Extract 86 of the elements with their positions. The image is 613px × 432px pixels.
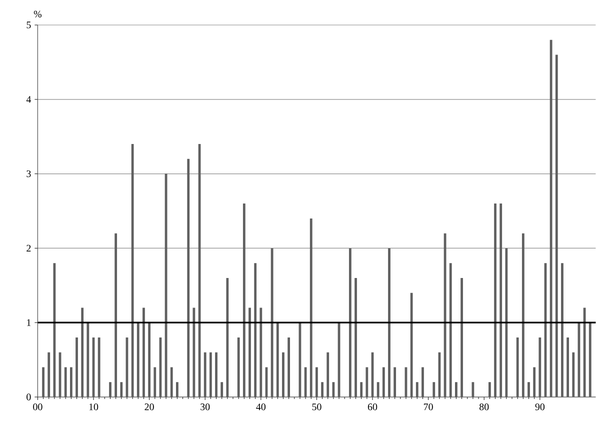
bar xyxy=(220,382,224,397)
y-tick-label: 0 xyxy=(26,394,31,400)
bar xyxy=(248,308,251,397)
bar xyxy=(209,352,212,397)
y-tick-label: 1 xyxy=(27,319,31,326)
bar xyxy=(142,308,145,397)
bar xyxy=(366,367,368,397)
bar xyxy=(460,278,463,397)
y-axis-title: % xyxy=(34,10,42,18)
bar xyxy=(432,382,436,397)
bar xyxy=(388,248,390,397)
bar xyxy=(154,367,156,397)
bar xyxy=(410,292,413,397)
bar xyxy=(215,352,218,397)
bar xyxy=(488,382,491,397)
bar xyxy=(422,367,424,397)
y-tick-label: 4 xyxy=(26,96,32,103)
bar xyxy=(42,367,44,397)
x-tick-label: 70 xyxy=(424,404,433,410)
x-tick-label: 50 xyxy=(312,404,322,410)
bar xyxy=(394,367,396,397)
bar xyxy=(242,204,246,397)
bar xyxy=(76,337,78,397)
bar xyxy=(192,308,196,397)
bar xyxy=(561,263,564,397)
bar xyxy=(187,158,190,397)
bar xyxy=(310,218,312,397)
bar xyxy=(550,40,552,397)
bar xyxy=(572,352,575,397)
bar xyxy=(455,382,458,397)
bar xyxy=(120,382,123,397)
bar xyxy=(326,352,330,397)
bar xyxy=(270,248,274,397)
bar xyxy=(170,367,173,397)
x-tick-label: 30 xyxy=(200,404,210,410)
bar xyxy=(254,263,257,397)
y-tick-label: 5 xyxy=(26,22,31,28)
x-tick-label: 80 xyxy=(480,404,489,410)
bar xyxy=(109,382,112,397)
bar xyxy=(382,367,385,397)
bar xyxy=(81,308,84,397)
bar xyxy=(566,337,570,397)
y-tick-label: 3 xyxy=(26,170,31,178)
bar xyxy=(354,278,357,397)
bar xyxy=(522,233,524,397)
bar xyxy=(316,367,318,397)
bar xyxy=(260,308,262,397)
bar xyxy=(86,322,90,397)
bar xyxy=(114,233,118,397)
y-tick-label: 2 xyxy=(26,244,31,252)
bar xyxy=(70,367,72,397)
bar xyxy=(131,144,134,397)
bar xyxy=(533,367,536,397)
bar xyxy=(204,352,206,397)
bar xyxy=(64,367,67,397)
bar xyxy=(376,382,380,397)
bar xyxy=(276,322,279,397)
bar xyxy=(53,263,56,397)
bar xyxy=(588,322,592,397)
bar xyxy=(288,337,290,397)
bar xyxy=(505,248,508,397)
x-tick-label: 20 xyxy=(144,404,154,410)
x-tick-label: 10 xyxy=(89,404,98,410)
bar xyxy=(176,382,178,397)
x-tick-label: 00 xyxy=(33,404,42,410)
bar xyxy=(321,382,324,397)
bar xyxy=(494,204,496,397)
x-tick-label: 60 xyxy=(368,404,378,410)
x-tick-label: 40 xyxy=(256,404,266,410)
bar xyxy=(136,322,140,397)
bar xyxy=(516,337,519,397)
bar xyxy=(98,337,100,397)
x-tick-label: 90 xyxy=(535,404,545,410)
bar xyxy=(449,263,452,397)
bar xyxy=(226,278,229,397)
bar xyxy=(348,248,352,397)
bar xyxy=(48,352,50,397)
bar xyxy=(500,204,502,397)
bar xyxy=(528,382,530,397)
bar xyxy=(416,382,418,397)
bar xyxy=(237,337,240,397)
bar xyxy=(360,382,363,397)
bar xyxy=(555,54,558,397)
bar xyxy=(148,322,150,397)
bar xyxy=(282,352,284,397)
bar xyxy=(538,337,542,397)
